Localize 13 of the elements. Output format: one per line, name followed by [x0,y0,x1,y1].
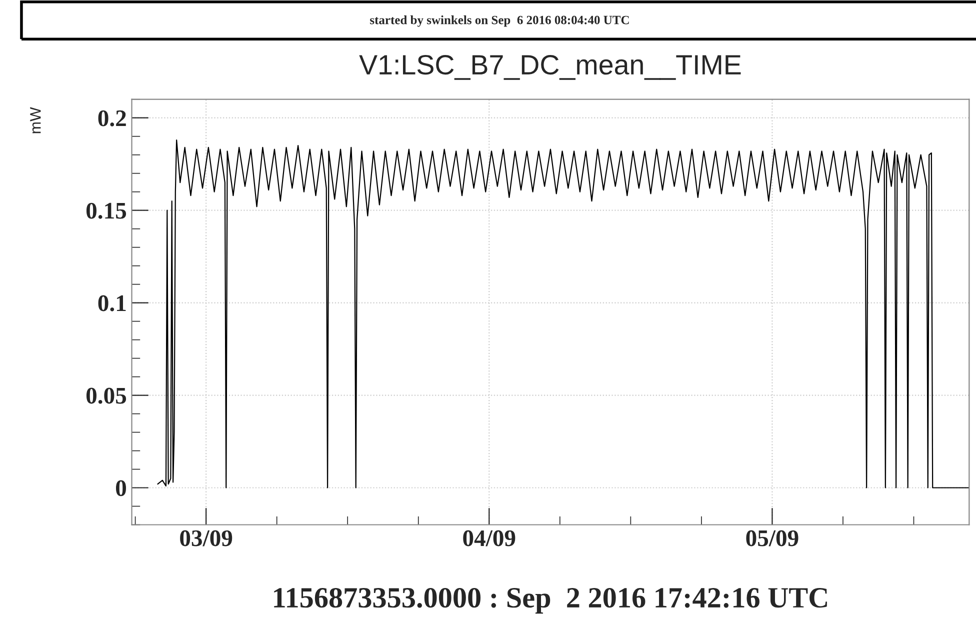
chart-title: V1:LSC_B7_DC_mean__TIME [359,54,741,80]
y-tick-label: 0.2 [98,110,126,126]
y-tick-label: 0.05 [86,388,126,404]
x-axis-title: 1156873353.0000 : Sep 2 2016 17:42:16 UTC [274,588,827,614]
text: started by swinkels on Sep 6 2016 08:04:40 UTC [370,15,629,27]
y-axis-title: mW [30,107,41,134]
line-series [157,139,970,488]
x-tick-label: 03/09 [180,530,232,546]
x-tick-label: 04/09 [463,530,516,546]
x-tick-label: 05/09 [746,530,798,546]
y-tick-label: 0.15 [86,202,126,219]
y-tick-label: 0.1 [98,295,126,312]
y-tick-label: 0 [116,480,126,496]
